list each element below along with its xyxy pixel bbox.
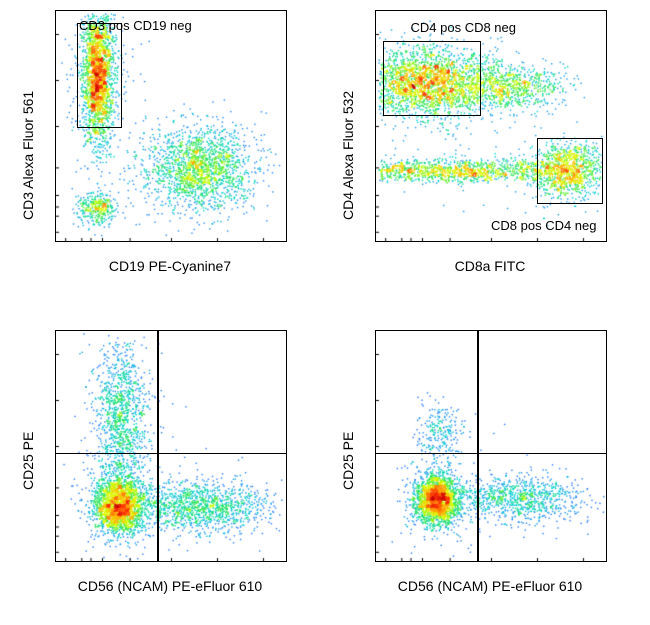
panel-b-xlabel: CD8a FITC (375, 258, 605, 274)
panel-c-quad-h (56, 453, 286, 455)
panel-c-ylabel: CD25 PE (20, 432, 36, 490)
panel-d-quad-h (376, 453, 606, 455)
panel-c-xlabel: CD56 (NCAM) PE-eFluor 610 (55, 578, 285, 594)
panel-c-quad-v (157, 331, 159, 561)
panel-d-ylabel: CD25 PE (340, 432, 356, 490)
panel-a-xlabel: CD19 PE-Cyanine7 (55, 258, 285, 274)
panel-d-xlabel: CD56 (NCAM) PE-eFluor 610 (375, 578, 605, 594)
panel-c-canvas (56, 331, 286, 561)
panel-a-canvas (56, 11, 286, 241)
panel-d-canvas (376, 331, 606, 561)
panel-b-plot: CD4 pos CD8 neg CD8 pos CD4 neg (375, 10, 607, 242)
figure-grid: CD3 Alexa Fluor 561 CD3 pos CD19 neg CD1… (0, 0, 650, 625)
panel-d-plot (375, 330, 607, 562)
panel-b-ylabel: CD4 Alexa Fluor 532 (340, 91, 356, 220)
panel-c-plot (55, 330, 287, 562)
panel-a-plot: CD3 pos CD19 neg (55, 10, 287, 242)
panel-a-ylabel: CD3 Alexa Fluor 561 (20, 91, 36, 220)
panel-d-quad-v (477, 331, 479, 561)
panel-b-canvas (376, 11, 606, 241)
